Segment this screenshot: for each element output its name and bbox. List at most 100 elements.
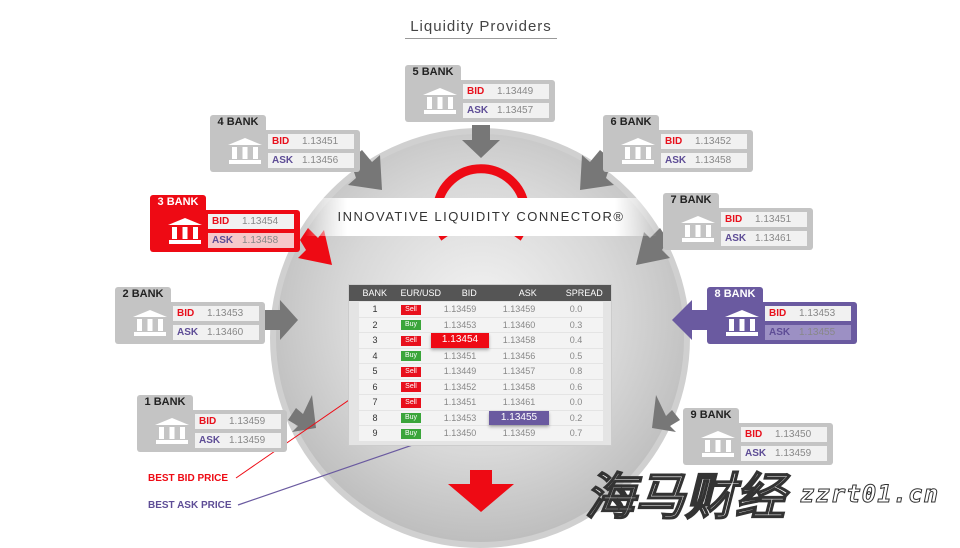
bid-quote: BID 1.13452 xyxy=(661,134,747,149)
table-row: 1 Sell 1.13459 1.13459 0.0 xyxy=(359,302,603,317)
table-row: 7 Sell 1.13451 1.13461 0.0 xyxy=(359,395,603,410)
bid-value: 1.13449 xyxy=(497,86,534,97)
ask-label: ASK xyxy=(212,235,234,246)
table-header: BANK EUR/USD BID ASK SPREAD xyxy=(349,285,611,301)
spread-cell: 0.7 xyxy=(569,428,583,438)
arrow-3-icon xyxy=(298,228,332,265)
spread-cell: 0.8 xyxy=(569,366,583,376)
bank-name: 1 BANK xyxy=(137,395,193,410)
bank-cell: 5 xyxy=(372,366,378,376)
buy-button[interactable]: Buy xyxy=(401,428,421,439)
col-pair: EUR/USD xyxy=(400,288,442,298)
table-row: 5 Sell 1.13449 1.13457 0.8 xyxy=(359,364,603,379)
watermark-url: zzrt01.cn xyxy=(799,480,940,509)
ask-cell: 1.13459 xyxy=(502,304,536,314)
bank-name: 2 BANK xyxy=(115,287,171,302)
bid-cell: 1.13449 xyxy=(443,366,477,376)
spread-cell: 0.4 xyxy=(569,335,583,345)
best-bid-label: BEST BID PRICE xyxy=(148,473,229,484)
ask-label: ASK xyxy=(725,233,747,244)
bank-cell: 2 xyxy=(372,319,378,330)
sell-button[interactable]: Sell xyxy=(401,397,421,408)
table-row: 4 Buy 1.13451 1.13456 0.5 xyxy=(359,348,603,363)
bid-value: 1.13451 xyxy=(755,214,792,225)
bank-name: 4 BANK xyxy=(210,115,266,130)
bank-icon xyxy=(701,431,735,462)
bid-value: 1.13450 xyxy=(775,429,812,440)
ask-quote: ASK 1.13457 xyxy=(463,103,549,118)
col-bank: BANK xyxy=(362,288,388,298)
action-cell: Buy xyxy=(391,426,431,441)
table-body: 1 Sell 1.13459 1.13459 0.0 2 Buy 1.13453 1.13460… xyxy=(349,302,611,441)
bid-cell: 1.13451 xyxy=(443,397,477,407)
ask-label: ASK xyxy=(177,327,199,338)
sell-button[interactable]: Sell xyxy=(401,304,421,315)
bank-name: 7 BANK xyxy=(663,193,719,208)
arrow-9-icon xyxy=(652,395,680,432)
ask-label: ASK xyxy=(745,448,767,459)
ask-cell: 1.13459 xyxy=(502,428,536,438)
bid-quote: BID 1.13453 xyxy=(173,306,259,321)
bid-value: 1.13454 xyxy=(242,216,279,227)
bank-7: 7 BANK BID 1.13451 ASK 1.13461 xyxy=(663,193,813,250)
bank-cell: 1 xyxy=(372,304,378,314)
best-ask-cell: 1.13455 xyxy=(489,410,549,425)
arrow-1-icon xyxy=(288,395,316,432)
ask-quote: ASK 1.13459 xyxy=(741,446,827,461)
bid-cell: 1.13453 xyxy=(443,319,477,330)
arrow-7-icon xyxy=(636,228,670,265)
bank-cell: 9 xyxy=(372,428,378,438)
ask-cell: 1.13461 xyxy=(502,397,536,407)
bank-9: 9 BANK BID 1.13450 ASK 1.13459 xyxy=(683,408,833,465)
ask-value: 1.13459 xyxy=(229,435,266,446)
ask-value: 1.13460 xyxy=(207,327,244,338)
ask-quote: ASK 1.13460 xyxy=(173,325,259,340)
ask-label: ASK xyxy=(467,105,489,116)
table-row: 8 Buy 1.13453 1.13455 0.2 xyxy=(359,410,603,425)
bid-cell: 1.13452 xyxy=(443,381,477,392)
quotes-table: BANK EUR/USD BID ASK SPREAD 1 Sell 1.13459… xyxy=(348,284,612,446)
ask-label: ASK xyxy=(199,435,221,446)
bid-value: 1.13459 xyxy=(229,416,266,427)
bank-name: 9 BANK xyxy=(683,408,739,423)
spread-cell: 0.6 xyxy=(569,381,583,392)
sell-button[interactable]: Sell xyxy=(401,335,421,346)
ask-value: 1.13457 xyxy=(497,105,534,116)
bank-body: BID 1.13452 ASK 1.13458 xyxy=(603,130,753,172)
ask-value: 1.13455 xyxy=(799,327,836,338)
sell-button[interactable]: Sell xyxy=(401,366,421,377)
bid-value: 1.13453 xyxy=(799,308,836,319)
ask-value: 1.13459 xyxy=(775,448,812,459)
bank-icon xyxy=(155,418,189,449)
connector-banner-text: INNOVATIVE LIQUIDITY CONNECTOR® xyxy=(337,209,625,224)
best-bid-cell: 1.13454 xyxy=(431,333,489,348)
bid-value: 1.13451 xyxy=(302,136,339,147)
ask-cell: 1.13456 xyxy=(502,350,536,361)
ask-quote: ASK 1.13458 xyxy=(661,153,747,168)
buy-button[interactable]: Buy xyxy=(401,320,421,331)
sell-button[interactable]: Sell xyxy=(401,382,421,393)
bank-body: BID 1.13451 ASK 1.13456 xyxy=(210,130,360,172)
bid-quote: BID 1.13451 xyxy=(268,134,354,149)
bank-icon xyxy=(725,310,759,341)
bank-body: BID 1.13449 ASK 1.13457 xyxy=(405,80,555,122)
ask-cell: 1.13460 xyxy=(502,319,536,330)
ask-label: ASK xyxy=(769,327,791,338)
bid-label: BID xyxy=(665,136,683,147)
table-row: 3 Sell 1.13454 1.13458 0.4 xyxy=(359,333,603,348)
buy-button[interactable]: Buy xyxy=(401,351,421,362)
spread-cell: 0.2 xyxy=(569,412,583,423)
bid-quote: BID 1.13454 xyxy=(208,214,294,229)
col-bid: BID xyxy=(461,288,477,298)
bank-icon xyxy=(168,218,202,249)
bank-icon xyxy=(228,138,262,169)
bid-label: BID xyxy=(199,416,217,427)
arrow-5-icon xyxy=(462,125,500,158)
bank-icon xyxy=(621,138,655,169)
ask-quote: ASK 1.13455 xyxy=(765,325,851,340)
bid-cell: 1.13459 xyxy=(443,304,477,314)
action-cell: Sell xyxy=(391,302,431,317)
bid-label: BID xyxy=(467,86,485,97)
bid-label: BID xyxy=(745,429,763,440)
buy-button[interactable]: Buy xyxy=(401,413,421,424)
